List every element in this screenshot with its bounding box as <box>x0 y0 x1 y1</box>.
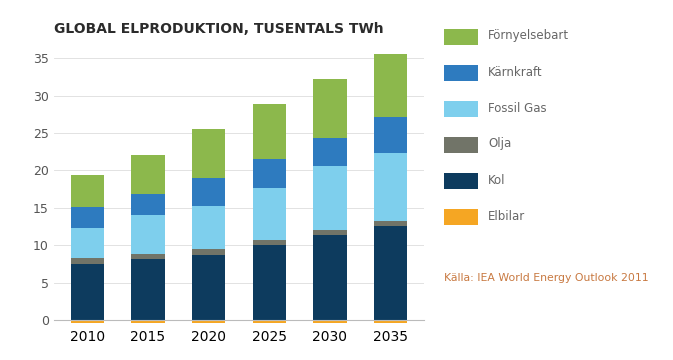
Bar <box>252 320 286 323</box>
Bar <box>71 320 104 323</box>
Bar <box>252 104 286 159</box>
Bar <box>131 155 165 194</box>
Text: Förnyelsebart: Förnyelsebart <box>488 30 569 42</box>
Bar <box>374 226 407 320</box>
Bar <box>71 175 104 207</box>
Bar <box>313 138 347 166</box>
Bar <box>313 79 347 138</box>
Bar <box>71 228 104 258</box>
Bar <box>252 240 286 245</box>
Bar <box>313 235 347 320</box>
Bar <box>374 153 407 221</box>
Bar <box>192 320 225 323</box>
Bar <box>374 320 407 323</box>
Bar <box>374 221 407 226</box>
Text: Kol: Kol <box>488 174 505 186</box>
Bar <box>131 255 165 259</box>
Bar <box>313 230 347 235</box>
Bar <box>374 54 407 117</box>
Bar <box>131 194 165 215</box>
Bar <box>252 188 286 240</box>
Bar <box>192 178 225 206</box>
Bar <box>131 259 165 320</box>
Bar <box>313 320 347 323</box>
Bar <box>313 166 347 230</box>
Bar <box>71 258 104 264</box>
Text: Olja: Olja <box>488 138 511 150</box>
Text: GLOBAL ELPRODUKTION, TUSENTALS TWh: GLOBAL ELPRODUKTION, TUSENTALS TWh <box>54 22 384 36</box>
Bar <box>252 159 286 188</box>
Bar <box>192 255 225 320</box>
Bar <box>192 206 225 249</box>
Bar <box>374 117 407 153</box>
Bar <box>71 207 104 228</box>
Text: Källa: IEA World Energy Outlook 2011: Källa: IEA World Energy Outlook 2011 <box>444 273 649 283</box>
Bar <box>131 215 165 255</box>
Text: Fossil Gas: Fossil Gas <box>488 102 546 114</box>
Text: Elbilar: Elbilar <box>488 210 525 222</box>
Text: Kärnkraft: Kärnkraft <box>488 66 542 78</box>
Bar <box>71 264 104 320</box>
Bar <box>131 320 165 323</box>
Bar <box>192 249 225 255</box>
Bar <box>252 245 286 320</box>
Bar <box>192 129 225 178</box>
